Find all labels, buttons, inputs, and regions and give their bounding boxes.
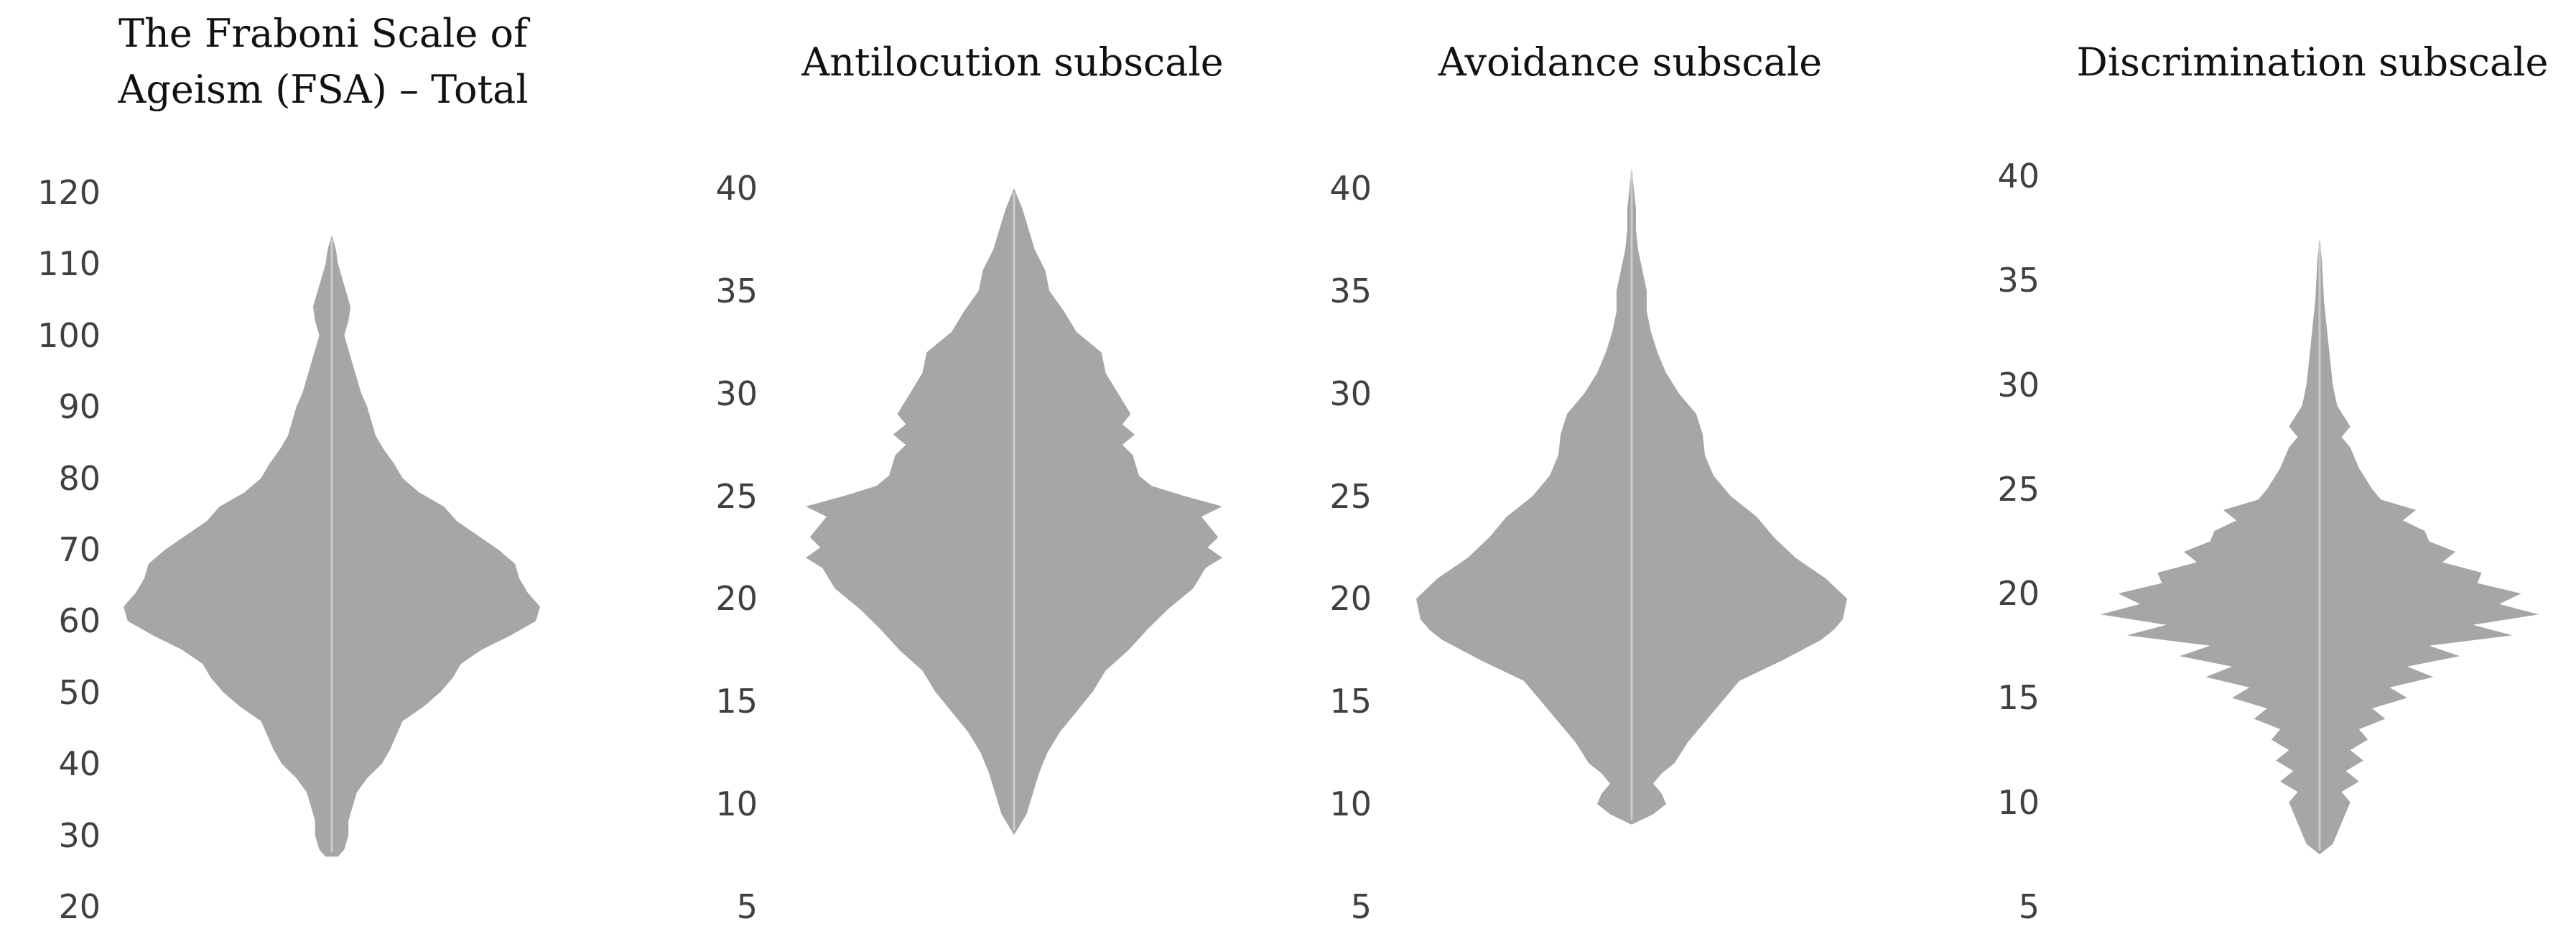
y-tick-label: 5 bbox=[736, 887, 758, 926]
y-tick-label: 35 bbox=[715, 271, 758, 310]
y-tick-label: 110 bbox=[37, 244, 101, 284]
y-tick-label: 35 bbox=[1997, 261, 2040, 300]
y-tick-label: 10 bbox=[1997, 782, 2040, 822]
y-tick-label: 60 bbox=[58, 601, 101, 641]
chart-title: Avoidance subscale bbox=[1438, 40, 1823, 85]
y-tick-label: 10 bbox=[715, 785, 758, 824]
y-tick-label: 50 bbox=[58, 672, 101, 712]
y-tick-label: 40 bbox=[58, 744, 101, 784]
y-tick-label: 80 bbox=[58, 458, 101, 498]
y-tick-label: 10 bbox=[1329, 785, 1372, 824]
y-tick-label: 70 bbox=[58, 530, 101, 569]
y-tick-label: 15 bbox=[1329, 682, 1372, 721]
chart-title: The Fraboni Scale of Ageism (FSA) – Tota… bbox=[118, 11, 529, 112]
y-tick-label: 40 bbox=[715, 169, 758, 208]
y-tick-label: 35 bbox=[1329, 271, 1372, 310]
y-tick-label: 30 bbox=[58, 815, 101, 855]
y-tick-label: 40 bbox=[1997, 157, 2040, 195]
y-tick-label: 30 bbox=[1997, 365, 2040, 404]
y-tick-label: 30 bbox=[1329, 374, 1372, 413]
chart-title: Antilocution subscale bbox=[801, 40, 1224, 85]
y-tick-label: 20 bbox=[1329, 579, 1372, 619]
y-tick-label: 15 bbox=[1997, 678, 2040, 718]
chart-title: Discrimination subscale bbox=[2076, 40, 2549, 85]
y-tick-label: 15 bbox=[715, 682, 758, 721]
y-tick-label: 20 bbox=[1997, 574, 2040, 614]
y-tick-label: 30 bbox=[715, 374, 758, 413]
y-tick-label: 25 bbox=[1329, 476, 1372, 516]
y-tick-label: 20 bbox=[58, 887, 101, 926]
y-tick-label: 40 bbox=[1329, 169, 1372, 208]
y-tick-label: 90 bbox=[58, 387, 101, 427]
y-tick-label: 120 bbox=[37, 173, 101, 212]
y-tick-label: 25 bbox=[1997, 469, 2040, 509]
y-tick-label: 25 bbox=[715, 476, 758, 516]
y-tick-label: 5 bbox=[1350, 887, 1372, 926]
y-tick-label: 20 bbox=[715, 579, 758, 619]
y-tick-label: 100 bbox=[37, 315, 101, 355]
y-tick-label: 5 bbox=[2018, 887, 2040, 926]
